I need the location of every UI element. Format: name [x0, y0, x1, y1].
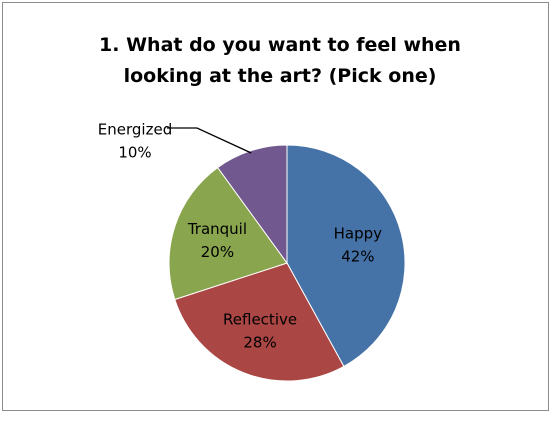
slice-value-label: 28% [243, 334, 276, 352]
slice-label: Reflective [223, 311, 297, 329]
slice-label: Energized [98, 121, 172, 139]
pie-slice [174, 262, 345, 382]
slice-value-label: 10% [118, 144, 151, 162]
slice-value-label: 20% [201, 243, 234, 261]
pie-slice [286, 144, 406, 368]
slice-value-label: 42% [341, 247, 374, 265]
pie-slice [168, 166, 288, 301]
slice-label: Happy [334, 224, 383, 242]
leader-line [167, 127, 252, 154]
slice-label: Tranquil [187, 220, 247, 238]
pie-slice [216, 144, 288, 265]
chart-title: 1. What do you want to feel when looking… [99, 34, 461, 87]
